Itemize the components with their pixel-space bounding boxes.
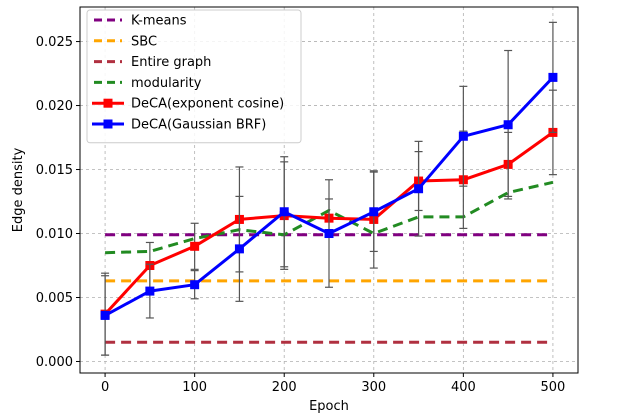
data-point-deca-gaussian-brf xyxy=(369,207,379,217)
legend-label-entire-graph: Entire graph xyxy=(131,55,211,70)
x-tick-label: 0 xyxy=(101,380,109,395)
legend-marker-deca-exponent-cosine xyxy=(103,98,113,108)
data-point-deca-exponent-cosine xyxy=(190,241,200,251)
y-axis-title: Edge density xyxy=(11,147,26,232)
plot-frame xyxy=(79,6,579,374)
y-tick-label: 0.015 xyxy=(36,163,73,178)
data-point-deca-gaussian-brf xyxy=(145,286,155,296)
data-point-deca-gaussian-brf xyxy=(190,280,200,290)
legend-label-sbc: SBC xyxy=(131,34,157,49)
series-layer xyxy=(100,21,558,356)
legend-box xyxy=(86,9,302,144)
legend-label-k-means: K-means xyxy=(131,14,187,29)
y-tick-label: 0.025 xyxy=(36,35,73,50)
data-point-deca-gaussian-brf xyxy=(100,310,110,320)
data-point-deca-gaussian-brf xyxy=(324,229,334,239)
legend-label-deca-exponent-cosine: DeCA(exponent cosine) xyxy=(131,97,284,112)
x-tick-label: 100 xyxy=(182,380,207,395)
legend-label-deca-gaussian-brf: DeCA(Gaussian BRF) xyxy=(131,118,266,133)
y-tick-label: 0.005 xyxy=(36,291,73,306)
data-point-deca-gaussian-brf xyxy=(414,184,424,194)
data-point-deca-gaussian-brf xyxy=(458,131,468,141)
x-axis-title: Epoch xyxy=(309,399,349,413)
x-tick-label: 300 xyxy=(361,380,386,395)
x-tick-label: 500 xyxy=(541,380,566,395)
x-tick-label: 400 xyxy=(451,380,476,395)
legend-marker-deca-gaussian-brf xyxy=(103,119,113,129)
y-tick-label: 0.010 xyxy=(36,227,73,242)
data-point-deca-gaussian-brf xyxy=(503,120,513,130)
legend-label-modularity: modularity xyxy=(131,76,202,91)
data-point-deca-gaussian-brf xyxy=(234,244,244,254)
x-tick-label: 200 xyxy=(272,380,297,395)
y-tick-label: 0.000 xyxy=(36,355,73,370)
data-point-deca-gaussian-brf xyxy=(279,207,289,217)
legend: K-means SBC Entire graph modularity DeCA(exp… xyxy=(86,9,302,144)
data-point-deca-gaussian-brf xyxy=(548,72,558,82)
axes: 0 100 200 300 400 500 0.000 0.005 0.010 0.015 0.02… xyxy=(36,35,566,395)
y-tick-label: 0.020 xyxy=(36,99,73,114)
